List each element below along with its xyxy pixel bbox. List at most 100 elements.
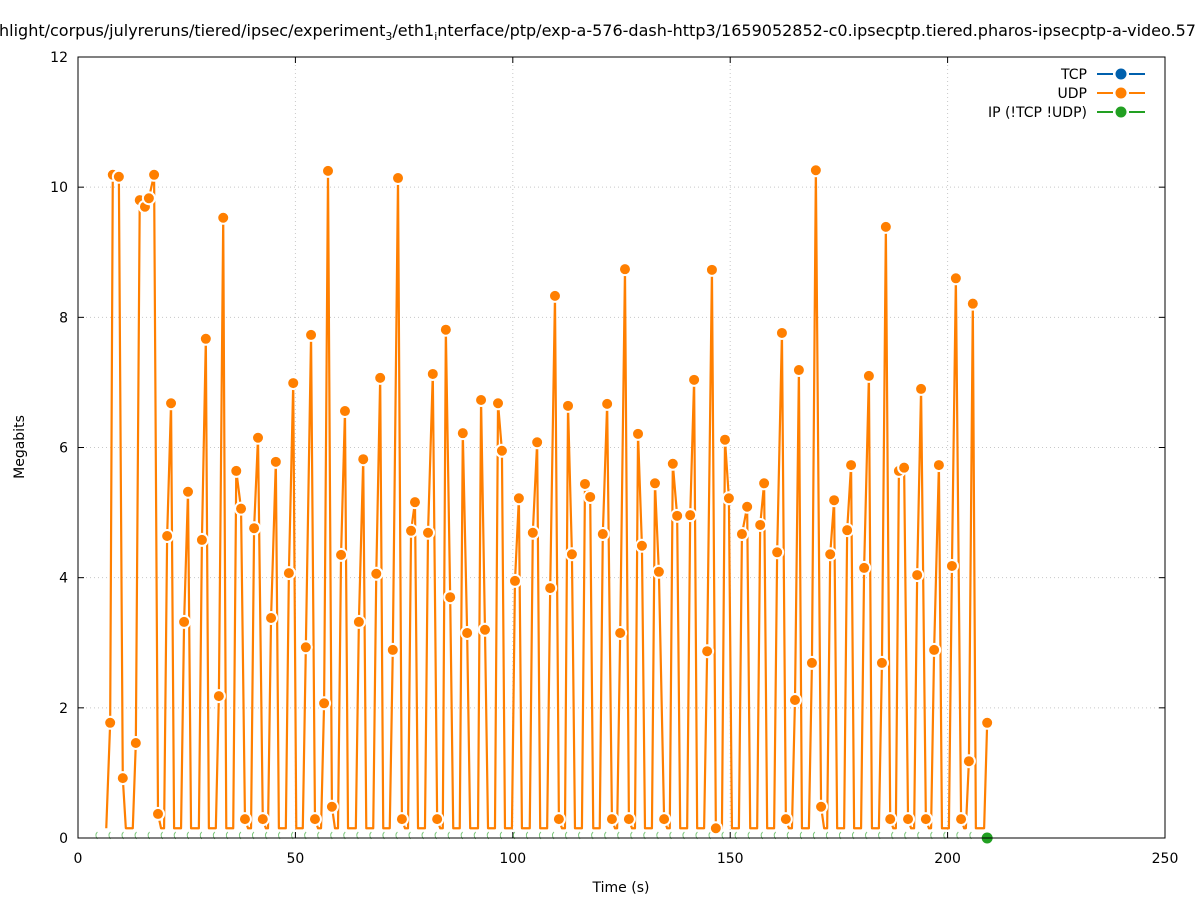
udp-point [577, 476, 592, 491]
udp-point [443, 590, 458, 605]
udp-point [670, 508, 685, 523]
udp-point [334, 547, 349, 562]
udp-point [814, 799, 829, 814]
udp-point [931, 458, 946, 473]
y-tick-label: 10 [50, 180, 68, 196]
udp-point [229, 463, 244, 478]
y-tick-label: 4 [59, 571, 68, 587]
y-tick-label: 0 [59, 831, 68, 847]
udp-point [778, 812, 793, 827]
udp-point [721, 491, 736, 506]
udp-point [600, 396, 615, 411]
udp-point [103, 715, 118, 730]
udp-point [753, 517, 768, 532]
udp-point [804, 655, 819, 670]
x-tick-label: 200 [934, 851, 961, 867]
y-tick-label: 2 [59, 701, 68, 717]
udp-point [787, 693, 802, 708]
udp-point [827, 493, 842, 508]
legend-marker [1115, 87, 1127, 99]
udp-point [177, 614, 192, 629]
udp-point [704, 262, 719, 277]
plot-border [77, 56, 1166, 839]
udp-point [160, 529, 175, 544]
udp-point [631, 426, 646, 441]
udp-point [647, 476, 662, 491]
legend-label: IP (!TCP !UDP) [988, 105, 1087, 121]
udp-point [564, 547, 579, 562]
udp-point [298, 640, 313, 655]
udp-point [708, 821, 723, 836]
udp-point [234, 501, 249, 516]
grid [78, 57, 1165, 838]
udp-point [948, 271, 963, 286]
x-tick-label: 250 [1152, 851, 1179, 867]
udp-point [897, 460, 912, 475]
title-segment: hlight/corpus/julyreruns/tiered/ipsec/ex… [0, 21, 385, 40]
udp-point [774, 325, 789, 340]
udp-point [657, 812, 672, 827]
udp-point [141, 191, 156, 206]
chart-title: hlight/corpus/julyreruns/tiered/ipsec/ex… [0, 21, 1196, 43]
udp-point [407, 495, 422, 510]
udp-point [237, 812, 252, 827]
udp-point [770, 545, 785, 560]
udp-point [247, 521, 262, 536]
udp-point [356, 452, 371, 467]
udp-point [286, 376, 301, 391]
udp-point [281, 566, 296, 581]
title-subscript: i [434, 30, 437, 43]
udp-point [494, 443, 509, 458]
udp-point [595, 527, 610, 542]
udp-point [255, 812, 270, 827]
udp-point [861, 368, 876, 383]
udp-point [910, 568, 925, 583]
udp-point [613, 625, 628, 640]
udp-point [927, 642, 942, 657]
udp-point [878, 219, 893, 234]
udp-point [954, 812, 969, 827]
udp-point [583, 489, 598, 504]
udp-point [111, 169, 126, 184]
udp-point [268, 454, 283, 469]
udp-point [530, 435, 545, 450]
udp-point [307, 812, 322, 827]
udp-point [477, 622, 492, 637]
udp-point [128, 735, 143, 750]
legend-marker [1115, 106, 1127, 118]
udp-point [740, 499, 755, 514]
axis-ticks: 0 50 100 150 200 250 0 2 4 6 8 10 12 [50, 50, 1178, 867]
x-tick-label: 50 [286, 851, 304, 867]
udp-point [337, 404, 352, 419]
y-tick-label: 6 [59, 441, 68, 457]
udp-point [734, 527, 749, 542]
udp-point [944, 558, 959, 573]
udp-point [385, 642, 400, 657]
udp-point [874, 655, 889, 670]
x-tick-label: 100 [499, 851, 526, 867]
udp-point [491, 396, 506, 411]
udp-point [251, 430, 266, 445]
udp-point [525, 525, 540, 540]
udp-point [918, 812, 933, 827]
udp-point [808, 163, 823, 178]
series-layer [95, 163, 995, 844]
x-tick-label: 150 [717, 851, 744, 867]
y-tick-label: 8 [59, 310, 68, 326]
udp-point [455, 426, 470, 441]
legend-label: TCP [1060, 67, 1087, 83]
udp-point [147, 167, 162, 182]
udp-point [211, 689, 226, 704]
udp-point [757, 476, 772, 491]
udp-point [425, 366, 440, 381]
udp-point [511, 491, 526, 506]
udp-point [351, 614, 366, 629]
udp-point [304, 327, 319, 342]
x-tick-label: 0 [74, 851, 83, 867]
legend-marker [1115, 68, 1127, 80]
udp-point [474, 392, 489, 407]
udp-point [373, 370, 388, 385]
udp-point [421, 525, 436, 540]
udp-point [438, 322, 453, 337]
y-tick-label: 12 [50, 50, 68, 66]
